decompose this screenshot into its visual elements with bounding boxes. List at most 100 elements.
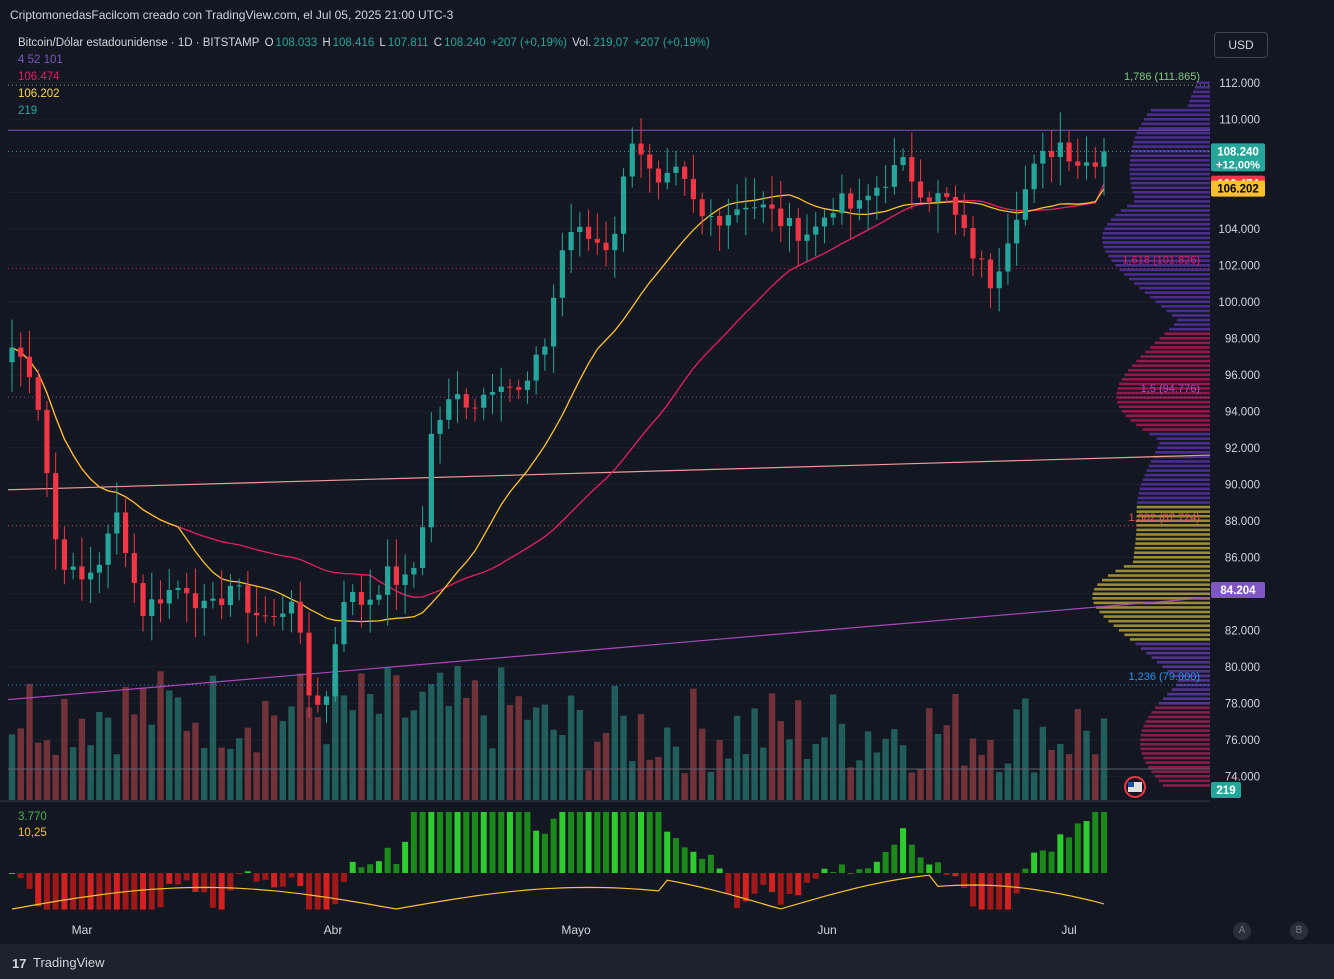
volume-bar (917, 769, 924, 800)
candle-body (192, 593, 199, 609)
candle-body (891, 165, 897, 187)
candle-body (175, 588, 181, 590)
oscillator-bar (78, 873, 85, 910)
oscillator-bar (17, 873, 24, 878)
profile-bar (1136, 131, 1210, 135)
profile-bar (1138, 127, 1210, 130)
price-tag-label: 106.202 (1217, 184, 1259, 196)
oscillator-bar (358, 867, 365, 873)
profile-bar (1132, 364, 1210, 367)
profile-bar (1145, 350, 1210, 354)
profile-bar (1097, 583, 1210, 586)
oscillator-bar (830, 871, 837, 873)
volume-bar (873, 752, 881, 800)
profile-bar (1173, 323, 1210, 326)
tradingview-logo-icon[interactable]: 17 (12, 956, 27, 971)
oscillator-bar (716, 868, 723, 873)
candle-body (18, 347, 24, 357)
candle-body (419, 527, 426, 568)
oscillator-bar (192, 873, 199, 892)
profile-bar (1139, 286, 1210, 290)
candle-body (332, 644, 338, 697)
profile-bar (1162, 697, 1210, 701)
candle-body (603, 242, 609, 251)
time-label: Mar (72, 923, 93, 937)
volume-bar (725, 758, 732, 800)
oscillator-bar (1092, 812, 1099, 873)
volume-bar (1065, 754, 1073, 800)
oscillator-bar (978, 873, 985, 910)
profile-bar (1124, 373, 1210, 377)
price-tick-label: 86.000 (1225, 552, 1260, 564)
oscillator-bar (707, 854, 714, 873)
candle-body (393, 566, 399, 585)
auto-scale-button[interactable]: A (1233, 922, 1251, 940)
profile-bar (1134, 195, 1210, 199)
profile-bar (1187, 104, 1210, 107)
volume-bar (131, 714, 138, 800)
profile-bar (1176, 318, 1210, 322)
profile-bar (1159, 441, 1210, 445)
profile-bar (1129, 172, 1210, 176)
candle-body (498, 386, 504, 392)
profile-bar (1136, 524, 1210, 527)
oscillator-bar (611, 812, 618, 873)
volume-bar (428, 684, 435, 800)
oscillator-bar (1066, 837, 1073, 873)
candle-body (131, 553, 137, 583)
volume-bar (829, 694, 837, 800)
oscillator-bar (105, 873, 112, 910)
candle-body (1005, 243, 1011, 272)
footer: 17 TradingView (0, 944, 1334, 979)
oscillator-bar (393, 864, 400, 873)
profile-bar (1144, 117, 1210, 121)
profile-bar (1141, 122, 1210, 126)
oscillator-bar (140, 873, 147, 910)
profile-bar (1158, 701, 1210, 705)
oscillator-bar (655, 812, 662, 873)
price-chart[interactable]: 1,786 (111.865) 1,618 (101.826) 1,5 (94.77… (0, 28, 1334, 944)
profile-bar (1108, 254, 1210, 258)
log-scale-button[interactable]: B (1290, 922, 1308, 940)
profile-bar (1154, 341, 1210, 345)
oscillator-bar (576, 812, 583, 873)
volume-bar (629, 761, 636, 800)
oscillator-bar (908, 844, 915, 873)
oscillator-bar (751, 873, 758, 894)
volume-bar (104, 717, 112, 800)
candle-body (760, 204, 766, 208)
low-label: L (379, 37, 386, 49)
volume-bar (567, 695, 575, 800)
candle-body (1057, 142, 1063, 158)
time-axis[interactable]: Mar Abr Mayo Jun Jul (72, 923, 1077, 937)
oscillator-bar (419, 812, 426, 873)
candle-body (481, 394, 487, 408)
profile-bar (1140, 647, 1210, 650)
symbol-label[interactable]: Bitcoin/Dólar estadounidense · 1D · BITS… (18, 37, 260, 49)
profile-bar (1129, 277, 1210, 281)
profile-bar (1189, 99, 1210, 103)
oscillator-bar (506, 812, 513, 873)
volume-bar (908, 772, 916, 800)
volume-bar (279, 721, 287, 800)
profile-bar (1130, 419, 1210, 422)
high-value: 108.416 (332, 37, 375, 49)
profile-bar (1154, 774, 1210, 778)
candle-body (647, 154, 653, 169)
currency-button[interactable]: USD (1214, 32, 1268, 58)
volume-bar (838, 723, 846, 800)
oscillator-bar (777, 873, 784, 905)
volume-bar (401, 717, 409, 800)
candle-body (236, 585, 242, 587)
chart-title: CriptomonedasFacilcom creado con Trading… (10, 8, 454, 22)
candle-body (184, 588, 190, 594)
fib-label: 1,618 (101.826) (1122, 254, 1200, 266)
volume-value: 219,07 (593, 37, 629, 49)
volume-bar (17, 728, 24, 800)
price-tick-label: 80.000 (1225, 662, 1260, 674)
price-tick-label: 110.000 (1219, 114, 1260, 126)
volume-bar (524, 719, 531, 800)
brand-label[interactable]: TradingView (33, 955, 105, 970)
profile-bar (1150, 295, 1210, 299)
volume-bar (934, 733, 942, 800)
